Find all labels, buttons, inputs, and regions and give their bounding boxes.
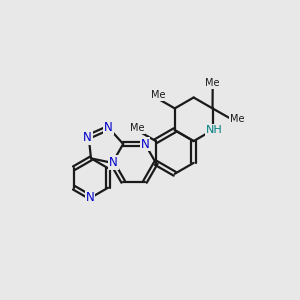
Text: N: N — [109, 156, 118, 170]
Text: N: N — [104, 121, 113, 134]
Text: N: N — [83, 131, 92, 144]
Text: N: N — [85, 191, 94, 204]
Text: Me: Me — [152, 90, 166, 100]
Text: Me: Me — [206, 78, 220, 88]
Text: NH: NH — [206, 125, 223, 135]
Text: N: N — [141, 137, 149, 151]
Text: Me: Me — [130, 123, 144, 133]
Text: Me: Me — [230, 114, 244, 124]
